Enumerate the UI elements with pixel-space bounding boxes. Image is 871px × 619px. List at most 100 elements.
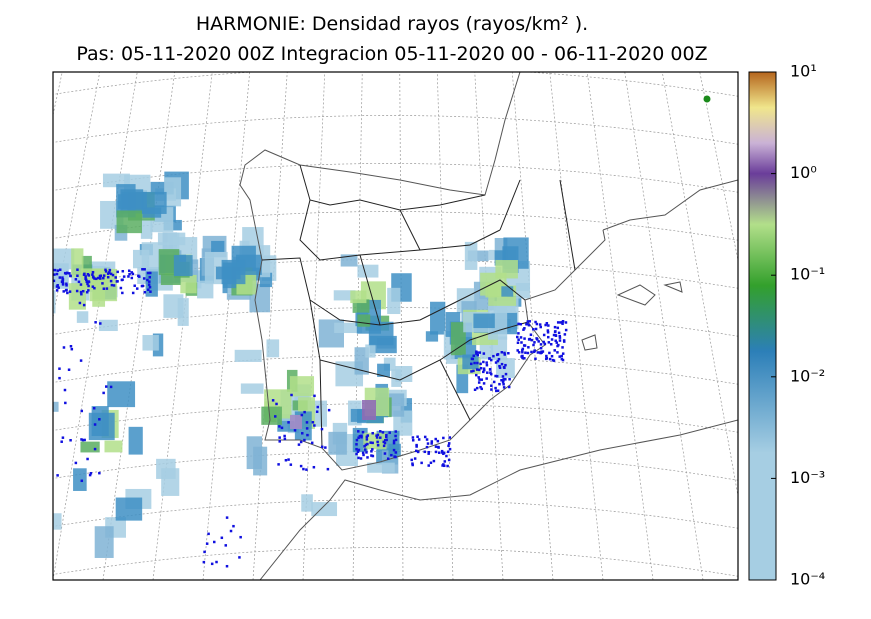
parallel (53, 547, 738, 577)
strike (442, 451, 446, 455)
strike (365, 451, 368, 454)
strike (558, 334, 562, 338)
strike (470, 357, 474, 361)
strike (62, 346, 66, 349)
strike (488, 357, 491, 360)
strike (81, 289, 85, 293)
strike (69, 344, 73, 348)
density-cell (253, 446, 268, 476)
strike (548, 357, 552, 361)
strike (376, 440, 379, 444)
strike (293, 429, 297, 432)
density-cell (430, 301, 446, 335)
strike (114, 276, 117, 279)
strike (376, 443, 380, 447)
strike (74, 278, 78, 281)
strike (385, 435, 388, 439)
strike (364, 448, 367, 451)
strike (130, 271, 134, 274)
title-line-1: HARMONIE: Densidad rayos (rayos/km² ). (196, 13, 588, 35)
strike (271, 399, 275, 402)
strike (517, 322, 520, 326)
strike (98, 471, 101, 475)
strike (79, 359, 83, 362)
strike (552, 359, 556, 362)
strike (97, 276, 100, 280)
strike (539, 346, 543, 350)
strike (526, 320, 530, 323)
strike (517, 338, 520, 341)
strike (65, 282, 68, 286)
strike (275, 402, 278, 406)
density-cell (333, 290, 356, 301)
strike (146, 278, 149, 282)
strike (141, 268, 144, 271)
coastline-africa (259, 419, 738, 580)
strike (434, 450, 438, 454)
strike (84, 277, 87, 280)
density-cell (115, 497, 143, 521)
strike (442, 463, 445, 466)
strike (494, 374, 497, 378)
strike (519, 322, 523, 326)
strike (278, 425, 281, 428)
strike (415, 445, 418, 448)
strike (93, 286, 96, 290)
strike (394, 434, 397, 438)
density-cell (142, 207, 162, 218)
density-cell (473, 313, 495, 329)
meridian (252, 72, 288, 580)
strike (503, 353, 506, 356)
strike (432, 459, 436, 463)
strike (213, 540, 216, 544)
strike (225, 564, 229, 568)
strike (524, 351, 527, 354)
colorbar-tick-label: 10⁰ (790, 163, 817, 182)
strike (355, 452, 358, 456)
strike (497, 357, 501, 361)
colorbar-tick-label: 10⁻⁴ (790, 570, 825, 589)
strike (498, 364, 501, 368)
strike (550, 354, 554, 358)
parallel (53, 451, 738, 481)
strike (274, 415, 277, 418)
strike (121, 291, 124, 295)
density-cell (116, 210, 142, 234)
strike (425, 438, 429, 441)
parallel (53, 307, 738, 337)
strike (542, 333, 546, 337)
coastline-france (602, 179, 738, 231)
strike (56, 269, 60, 272)
strike (297, 443, 301, 446)
region-borders (261, 164, 576, 449)
density-cell (104, 440, 123, 453)
strike (411, 436, 415, 439)
strike (445, 454, 448, 458)
map (53, 72, 738, 580)
density-cell (357, 264, 379, 278)
strike (550, 338, 554, 341)
strike (67, 368, 71, 371)
strike (210, 562, 214, 566)
strike (203, 550, 206, 554)
strike (523, 327, 526, 330)
strike (101, 282, 104, 285)
strike (369, 441, 372, 444)
strike (470, 362, 473, 366)
strike (543, 342, 547, 346)
strike (427, 452, 430, 455)
strike (423, 450, 427, 454)
strike (489, 358, 493, 362)
strike (504, 372, 508, 376)
strike (60, 280, 64, 284)
density-cell (456, 364, 469, 394)
strike (504, 363, 507, 367)
strike (559, 321, 562, 324)
strike (416, 450, 420, 454)
strike (386, 457, 390, 460)
strike (443, 460, 447, 463)
strike (91, 270, 95, 274)
strike (429, 461, 433, 465)
strike (149, 290, 152, 293)
